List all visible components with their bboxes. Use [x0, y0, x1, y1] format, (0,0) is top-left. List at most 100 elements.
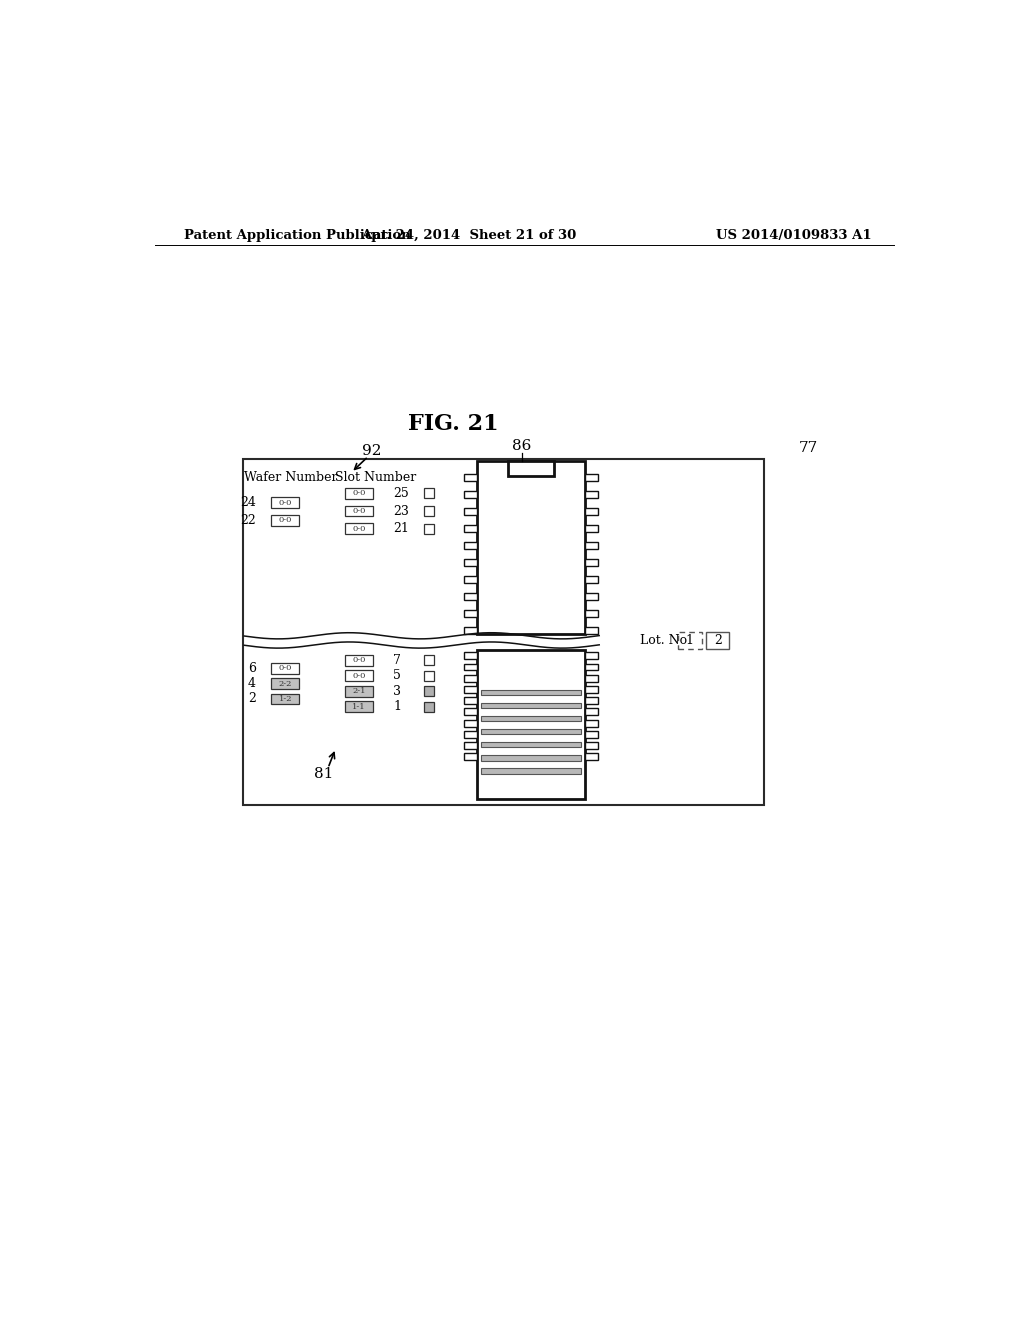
Bar	[271, 678, 299, 689]
Bar	[345, 686, 373, 697]
Bar	[345, 506, 373, 516]
Bar	[464, 675, 477, 681]
Text: 0-0: 0-0	[279, 664, 292, 672]
Text: 81: 81	[314, 767, 334, 781]
Bar	[586, 719, 598, 726]
Bar	[345, 655, 373, 665]
Text: 22: 22	[240, 513, 256, 527]
Bar	[464, 474, 477, 482]
Bar	[271, 498, 299, 508]
Bar	[586, 709, 598, 715]
Bar	[707, 632, 729, 649]
Bar	[586, 593, 598, 601]
Bar	[678, 632, 701, 649]
Bar	[586, 664, 598, 671]
Bar	[464, 610, 477, 616]
Text: 5: 5	[393, 669, 401, 682]
Text: 23: 23	[393, 504, 409, 517]
Bar	[464, 576, 477, 583]
Text: 3: 3	[393, 685, 401, 698]
Bar	[586, 697, 598, 704]
Bar	[586, 525, 598, 532]
Bar	[508, 461, 554, 477]
Bar	[586, 742, 598, 748]
Bar	[464, 664, 477, 671]
Text: 24: 24	[240, 496, 256, 510]
Bar	[480, 715, 582, 721]
Bar	[480, 729, 582, 734]
Bar	[424, 506, 434, 516]
Bar	[464, 652, 477, 659]
Text: 2: 2	[714, 634, 722, 647]
Text: 25: 25	[393, 487, 409, 500]
Bar	[271, 663, 299, 673]
Text: FIG. 21: FIG. 21	[409, 413, 499, 436]
Bar	[464, 754, 477, 760]
Bar	[586, 576, 598, 583]
Text: 1-2: 1-2	[279, 694, 292, 704]
Bar	[345, 671, 373, 681]
Text: 1: 1	[393, 700, 401, 713]
Text: 0-0: 0-0	[352, 507, 366, 515]
Text: Lot. No: Lot. No	[640, 634, 687, 647]
Text: Patent Application Publication: Patent Application Publication	[183, 228, 411, 242]
Text: 2-1: 2-1	[352, 688, 366, 696]
Bar	[464, 543, 477, 549]
Bar	[464, 731, 477, 738]
Bar	[464, 719, 477, 726]
Text: 1: 1	[686, 634, 694, 647]
Bar	[464, 709, 477, 715]
Text: Apr. 24, 2014  Sheet 21 of 30: Apr. 24, 2014 Sheet 21 of 30	[361, 228, 577, 242]
Text: 2: 2	[248, 693, 256, 705]
Text: 4: 4	[248, 677, 256, 690]
Text: 0-0: 0-0	[279, 516, 292, 524]
Bar	[271, 693, 299, 705]
Bar	[477, 649, 586, 799]
Bar	[345, 524, 373, 535]
Bar	[424, 671, 434, 681]
Bar	[480, 702, 582, 708]
Bar	[480, 755, 582, 760]
Bar	[586, 652, 598, 659]
Bar	[464, 508, 477, 515]
Text: 0-0: 0-0	[352, 656, 366, 664]
Bar	[586, 560, 598, 566]
Text: Slot Number: Slot Number	[336, 471, 417, 484]
Bar	[586, 731, 598, 738]
Text: 0-0: 0-0	[279, 499, 292, 507]
Text: 86: 86	[512, 438, 531, 453]
Bar	[424, 686, 434, 696]
Bar	[586, 491, 598, 499]
Bar	[464, 697, 477, 704]
Bar	[424, 524, 434, 533]
Text: Wafer Number: Wafer Number	[244, 471, 338, 484]
Text: 7: 7	[393, 653, 401, 667]
Bar	[424, 702, 434, 711]
Bar	[586, 474, 598, 482]
Bar	[424, 488, 434, 499]
Bar	[586, 543, 598, 549]
Bar	[586, 754, 598, 760]
Bar	[345, 701, 373, 711]
Bar	[586, 508, 598, 515]
Bar	[477, 461, 586, 635]
Text: 0-0: 0-0	[352, 490, 366, 498]
Text: 21: 21	[393, 523, 409, 536]
Text: 77: 77	[799, 441, 818, 455]
Bar	[464, 742, 477, 748]
Bar	[243, 459, 764, 805]
Bar	[586, 627, 598, 634]
Bar	[464, 525, 477, 532]
Text: 0-0: 0-0	[352, 525, 366, 533]
Bar	[464, 491, 477, 499]
Bar	[464, 560, 477, 566]
Bar	[480, 742, 582, 747]
Text: US 2014/0109833 A1: US 2014/0109833 A1	[717, 228, 872, 242]
Bar	[586, 675, 598, 681]
Text: 2-2: 2-2	[279, 680, 292, 688]
Text: 6: 6	[248, 661, 256, 675]
Bar	[586, 686, 598, 693]
Text: 1-1: 1-1	[352, 702, 366, 710]
Bar	[345, 488, 373, 499]
Text: 0-0: 0-0	[352, 672, 366, 680]
